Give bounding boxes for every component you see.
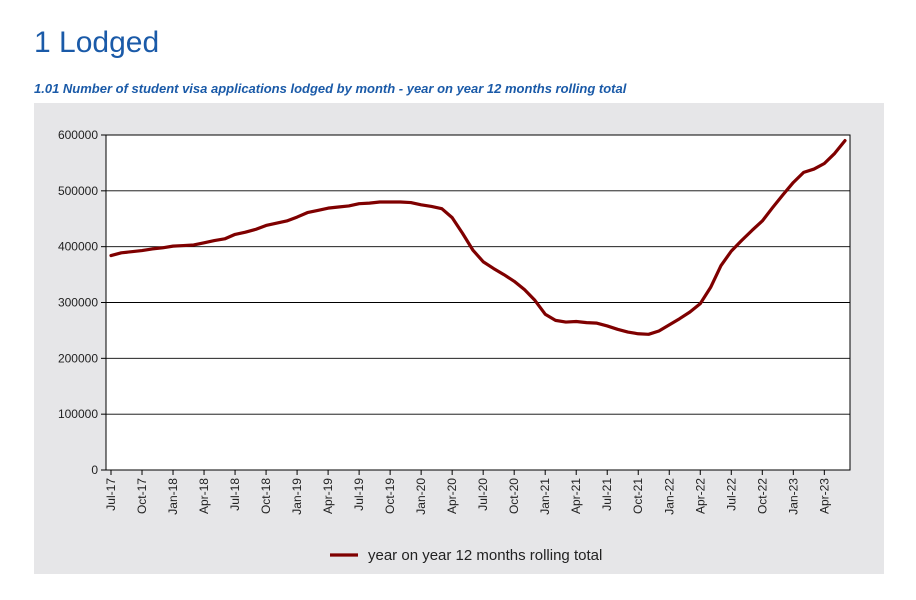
x-tick-label: Oct-21 — [631, 478, 645, 514]
x-tick-label: Apr-18 — [197, 478, 211, 514]
x-tick-label: Oct-19 — [383, 478, 397, 514]
line-chart: 0 100000 200000 300000 400000 500000 600000 Ju… — [58, 128, 851, 564]
y-axis-ticks: 0 100000 200000 300000 400000 500000 600000 — [58, 128, 106, 477]
x-tick-label: Jan-21 — [538, 478, 552, 515]
x-tick-label: Apr-21 — [569, 478, 583, 514]
y-tick-label: 600000 — [58, 128, 98, 142]
page-title: 1 Lodged — [34, 26, 160, 59]
x-tick-label: Apr-19 — [321, 478, 335, 514]
y-tick-label: 400000 — [58, 240, 98, 254]
x-tick-label: Jan-22 — [662, 478, 676, 515]
y-tick-label: 100000 — [58, 407, 98, 421]
x-tick-label: Jul-20 — [476, 478, 490, 511]
plot-border — [105, 134, 851, 471]
x-tick-label: Jul-17 — [104, 478, 118, 511]
legend: year on year 12 months rolling total — [330, 547, 602, 564]
x-tick-label: Oct-17 — [135, 478, 149, 514]
y-tick-label: 0 — [91, 463, 98, 477]
x-tick-label: Apr-22 — [693, 478, 707, 514]
chart-title: 1.01 Number of student visa applications… — [34, 81, 627, 96]
y-tick-label: 500000 — [58, 184, 98, 198]
x-tick-label: Oct-18 — [259, 478, 273, 514]
y-tick-label: 300000 — [58, 296, 98, 310]
series-line-rolling-total — [109, 138, 847, 336]
x-tick-label: Oct-22 — [755, 478, 769, 514]
x-tick-label: Apr-20 — [445, 478, 459, 514]
x-tick-label: Jul-19 — [352, 478, 366, 511]
y-tick-label: 200000 — [58, 351, 98, 365]
x-tick-label: Jul-22 — [724, 478, 738, 511]
x-tick-label: Oct-20 — [507, 478, 521, 514]
x-tick-label: Jan-19 — [290, 478, 304, 515]
x-tick-label: Apr-23 — [817, 478, 831, 514]
chart-panel: 0 100000 200000 300000 400000 500000 600000 Ju… — [34, 103, 884, 574]
x-tick-label: Jul-21 — [600, 478, 614, 511]
x-tick-label: Jan-20 — [414, 478, 428, 515]
x-tick-label: Jan-18 — [166, 478, 180, 515]
gridlines — [106, 190, 850, 415]
x-axis-ticks: Jul-17 Oct-17 Jan-18 Apr-18 Jul-18 Oct-18 Jan-… — [104, 470, 831, 515]
x-tick-label: Jul-18 — [228, 478, 242, 511]
x-tick-label: Jan-23 — [786, 478, 800, 515]
legend-label: year on year 12 months rolling total — [368, 547, 602, 564]
